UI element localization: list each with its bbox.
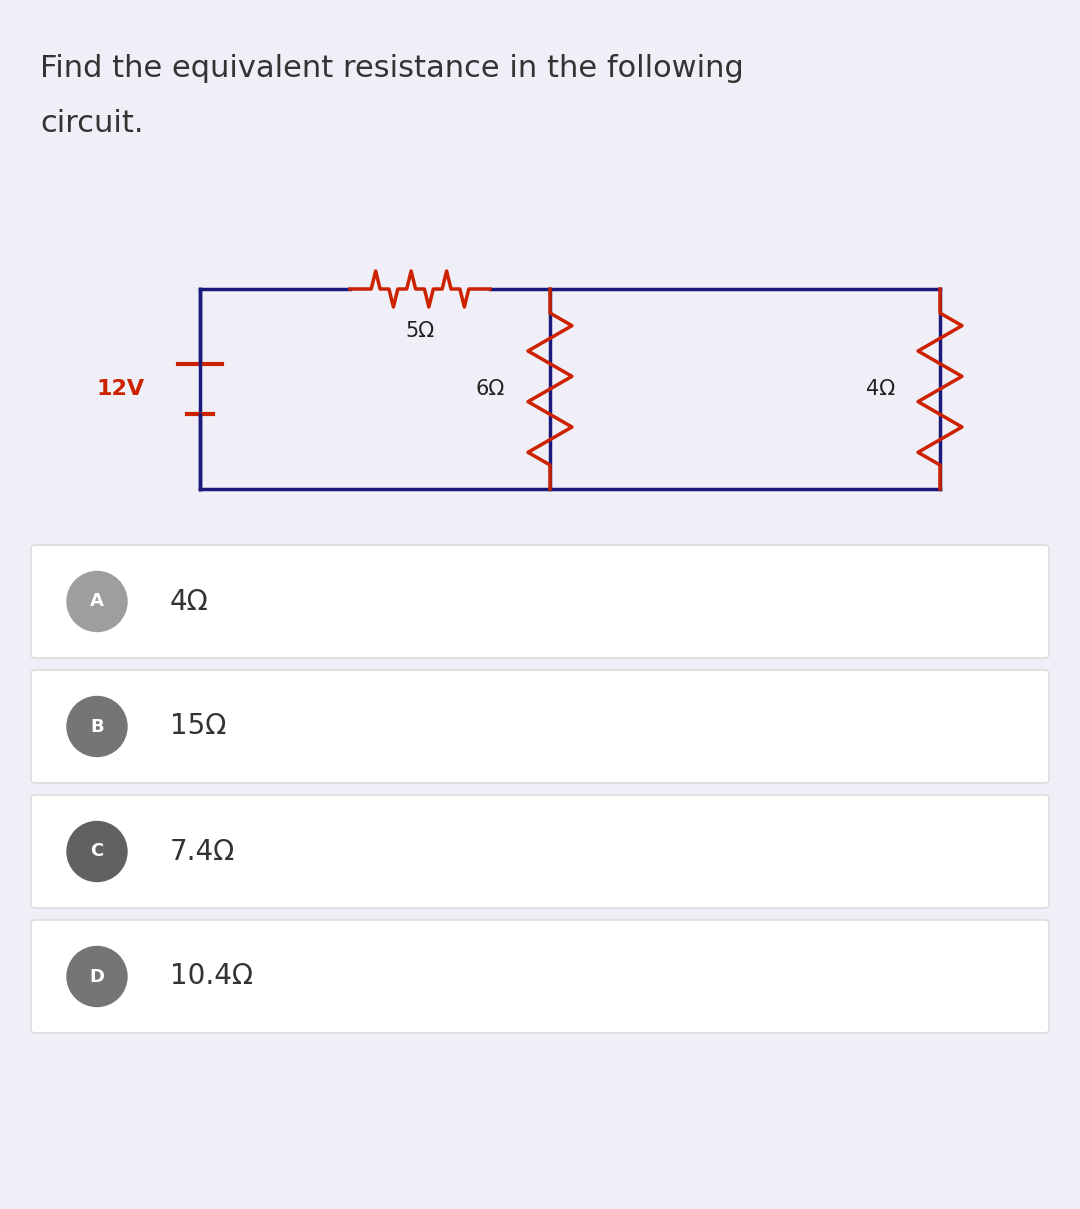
Circle shape [67,696,127,757]
Text: Find the equivalent resistance in the following: Find the equivalent resistance in the fo… [40,54,744,83]
Text: C: C [91,843,104,861]
Text: circuit.: circuit. [40,109,144,138]
Circle shape [67,572,127,631]
Text: 4Ω: 4Ω [170,588,208,615]
Text: B: B [91,717,104,735]
Text: 12V: 12V [97,378,145,399]
Text: 5Ω: 5Ω [405,322,434,341]
Circle shape [67,947,127,1007]
Text: A: A [90,592,104,611]
FancyBboxPatch shape [31,796,1049,908]
FancyBboxPatch shape [31,920,1049,1032]
FancyBboxPatch shape [31,670,1049,783]
Circle shape [67,821,127,881]
Text: 4Ω: 4Ω [866,378,895,399]
Text: 15Ω: 15Ω [170,712,227,740]
Text: 6Ω: 6Ω [476,378,505,399]
Text: 7.4Ω: 7.4Ω [170,838,235,866]
Text: D: D [90,967,105,985]
Text: 10.4Ω: 10.4Ω [170,962,253,990]
FancyBboxPatch shape [31,545,1049,658]
